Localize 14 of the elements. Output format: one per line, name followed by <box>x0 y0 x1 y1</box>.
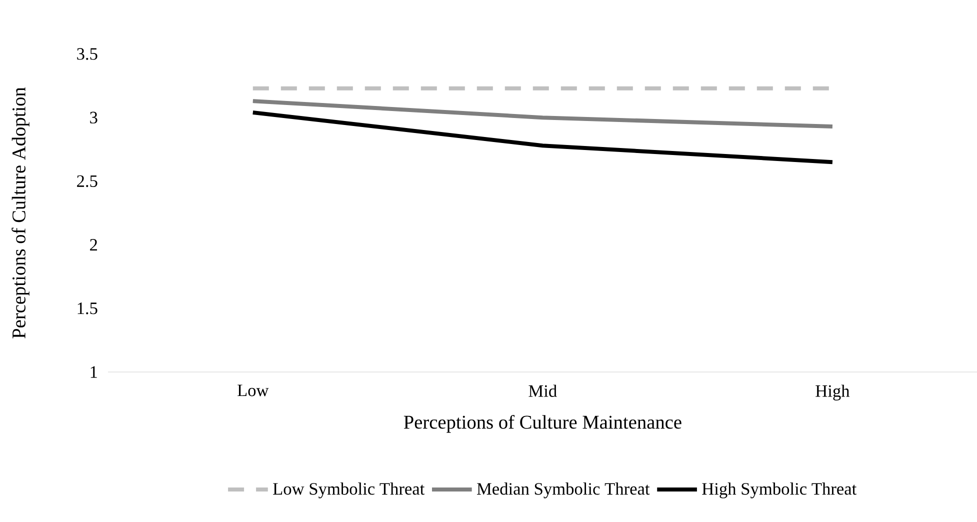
y-tick-label: 1.5 <box>78 302 98 314</box>
y-tick-label: 3 <box>90 112 98 124</box>
x-tick-label: Mid <box>528 384 557 397</box>
legend-label: Median Symbolic Threat <box>476 482 650 498</box>
y-tick-label: 1 <box>90 366 97 378</box>
y-tick-label: 3.5 <box>77 48 98 60</box>
x-tick-label: High <box>816 384 850 400</box>
x-axis-title: Perceptions of Culture Maintenance <box>404 414 682 433</box>
x-tick-label: Low <box>238 384 269 396</box>
legend-label: High Symbolic Threat <box>702 482 857 498</box>
legend-label: Low Symbolic Threat <box>273 482 425 498</box>
y-tick-label: 2.5 <box>77 175 98 188</box>
y-tick-label: 2 <box>90 239 98 251</box>
y-axis-title: Perceptions of Culture Adoption <box>12 87 30 338</box>
